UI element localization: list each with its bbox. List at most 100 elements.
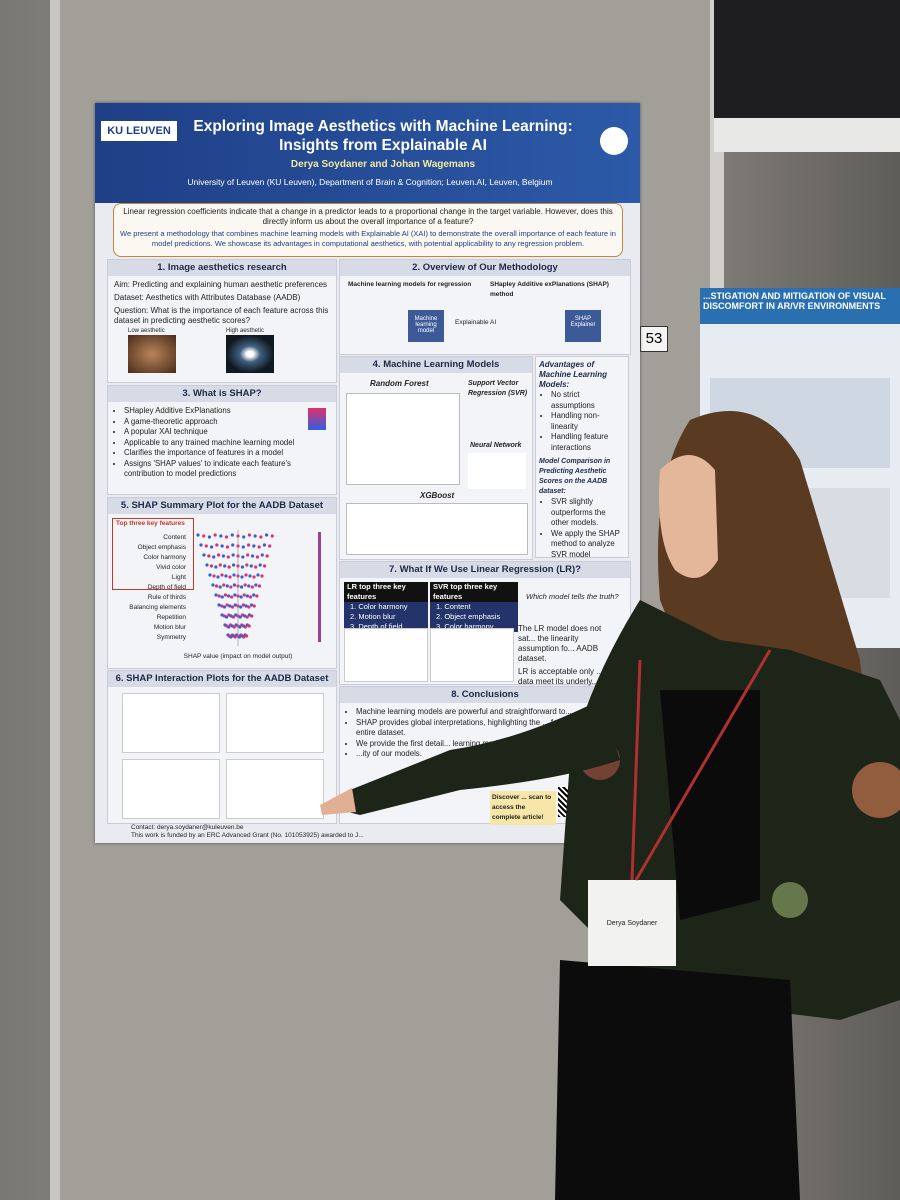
method-box: Machine learning model: [408, 310, 444, 342]
shap-dot: [215, 543, 219, 547]
shap-dot: [241, 603, 246, 607]
shap-dot: [244, 604, 248, 608]
panel-title: Model Comparison in Predicting Aesthetic…: [539, 458, 611, 495]
feature-label: Repetition: [157, 614, 187, 621]
lanyard: [634, 649, 772, 881]
section-title: 1. Image aesthetics research: [108, 260, 336, 276]
lanyard: [630, 659, 642, 881]
shap-dot: [222, 583, 226, 587]
feature-label: Balancing elements: [129, 604, 186, 611]
list: Machine learning models are powerful and…: [344, 707, 614, 760]
shap-dot: [247, 624, 251, 628]
shap-dot: [254, 565, 258, 569]
color-bar: [318, 532, 321, 642]
feature-label: Symmetry: [157, 634, 187, 641]
shap-dot: [218, 585, 222, 589]
section: 1. Image aesthetics research Aim: Predic…: [107, 259, 337, 383]
shap-dot: [227, 565, 231, 569]
shap-dot: [221, 554, 226, 558]
shap-dot: [208, 573, 212, 577]
shap-dot: [242, 535, 246, 539]
section-title: 7. What If We Use Linear Regression (LR)…: [340, 562, 630, 578]
shap-dot: [219, 534, 223, 538]
svr-table: SVR top three key features 1. Content 2. …: [430, 582, 518, 632]
model-label: Random Forest: [370, 379, 429, 388]
neighbor-title: ...STIGATION AND MITIGATION OF VISUAL DI…: [700, 288, 900, 324]
shap-dot: [255, 555, 260, 559]
bullet: Clarifies the importance of features in …: [124, 448, 302, 459]
method-box: SHAP Explainer: [565, 310, 601, 342]
shap-dot: [245, 615, 249, 619]
scatter-plot: [344, 628, 428, 682]
section: 7. What If We Use Linear Regression (LR)…: [339, 561, 631, 696]
image-label: High aesthetic: [226, 328, 265, 334]
shap-dot: [264, 533, 269, 537]
shap-dot: [248, 595, 253, 599]
shap-dot: [207, 535, 212, 539]
shap-dot: [226, 555, 230, 559]
xgboost-diagram: [346, 503, 528, 555]
list: SHapley Additive ExPlanationsA game-theo…: [112, 406, 302, 480]
section: 4. Machine Learning Models Random Forest…: [339, 356, 533, 560]
affiliation: University of Leuven (KU Leuven), Depart…: [187, 177, 553, 187]
shap-dot: [270, 534, 274, 538]
bullet: A game-theoretic approach: [124, 417, 302, 428]
shap-dot: [216, 575, 220, 579]
shap-dot: [231, 563, 236, 567]
section-title: 2. Overview of Our Methodology: [340, 260, 630, 276]
shap-dot: [225, 545, 230, 549]
shap-dot: [229, 585, 233, 589]
method-label: Machine learning models for regression: [348, 281, 472, 288]
shap-dot: [212, 574, 216, 578]
shap-dot: [259, 535, 263, 539]
section: 3. What is SHAP? SHapley Additive ExPlan…: [107, 385, 337, 495]
shap-dot: [213, 533, 217, 537]
text-line: Question: What is the importance of each…: [114, 306, 329, 325]
shap-dot: [250, 554, 255, 558]
shap-dot: [223, 593, 228, 597]
shap-dot: [216, 553, 221, 557]
feature-label: Light: [172, 574, 186, 581]
legend-label: Top three key features: [116, 520, 185, 527]
shap-dot: [217, 603, 221, 607]
shap-dot: [243, 583, 247, 587]
discover-note: Discover ... scan to access the complete…: [490, 791, 556, 825]
shap-dot: [214, 565, 218, 569]
shap-dot: [220, 544, 224, 548]
text-line: Dataset: Aesthetics with Attributes Data…: [114, 293, 301, 302]
funding: This work is funded by an ERC Advanced G…: [131, 832, 364, 839]
shap-dot: [249, 564, 253, 568]
poster-title: Exploring Image Aesthetics with Machine …: [193, 118, 573, 154]
face: [659, 455, 718, 578]
bullet: SHAP provides global interpretations, hi…: [356, 718, 614, 739]
shap-dot: [223, 564, 227, 568]
bullet: We provide the first detail... learning …: [356, 739, 614, 750]
model-label: Neural Network: [470, 442, 522, 449]
feature-label: Vivid color: [156, 564, 187, 571]
shap-dot: [230, 533, 234, 537]
section-title: 8. Conclusions: [340, 687, 630, 703]
shap-summary-plot: Content Object emphasis Color harmony Vivid…: [129, 530, 321, 660]
high-aesthetic-image: [226, 335, 274, 373]
low-aesthetic-image: [128, 335, 176, 373]
shap-dot: [224, 615, 229, 619]
shap-dot: [240, 565, 245, 569]
shap-dot: [252, 544, 256, 548]
section-title: 4. Machine Learning Models: [340, 357, 532, 373]
name-badge: [588, 880, 676, 966]
shap-dot: [212, 555, 216, 559]
section-title: 6. SHAP Interaction Plots for the AADB D…: [108, 671, 336, 687]
shap-dot: [262, 564, 267, 568]
text-block: Aim: Predicting and explaining human aes…: [114, 280, 332, 329]
shap-dot: [214, 593, 218, 597]
shap-dot: [230, 595, 234, 599]
bullet: SHapley Additive ExPlanations: [124, 406, 302, 417]
shap-dot: [225, 584, 229, 588]
shap-dot: [239, 605, 243, 609]
bullet-list: Machine learning models are powerful and…: [344, 707, 614, 760]
legend-box: [112, 518, 194, 590]
bullet: Handling non-linearity: [551, 411, 625, 432]
shap-dot: [232, 573, 236, 577]
bullet: Handling feature interactions: [551, 432, 625, 453]
